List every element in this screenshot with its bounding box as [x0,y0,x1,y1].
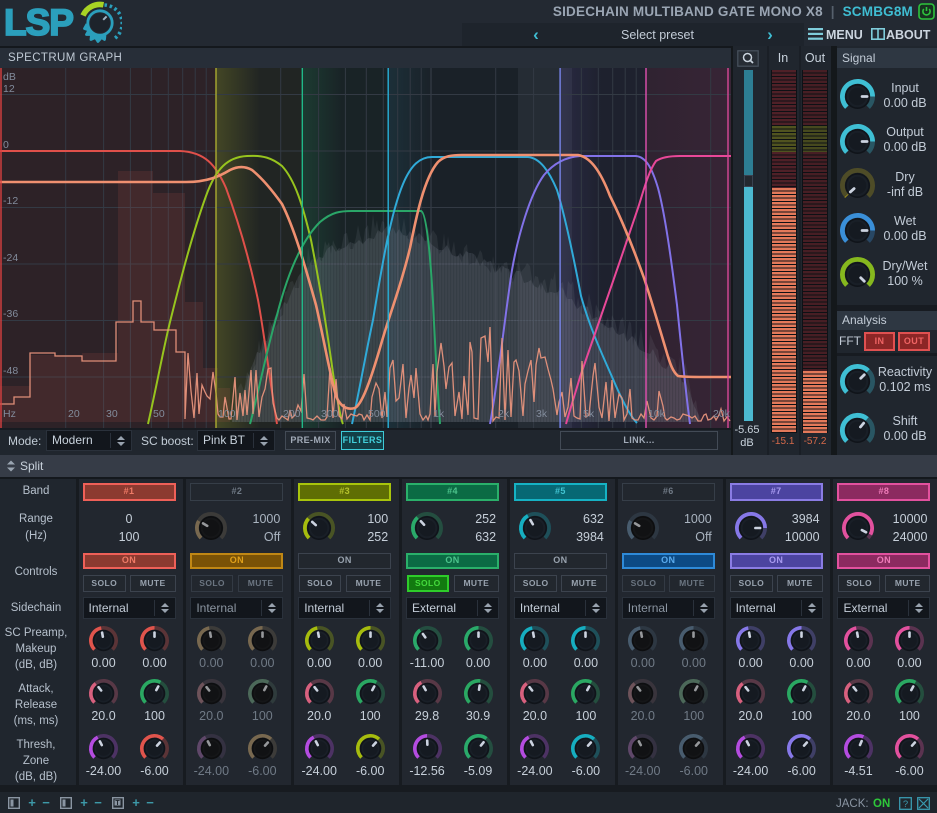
svg-text:2k: 2k [498,408,510,420]
svg-text:-36: -36 [3,308,18,320]
svg-text:300: 300 [321,408,339,420]
svg-text:20: 20 [68,408,80,420]
svg-text:-48: -48 [3,365,18,377]
svg-text:-12: -12 [3,195,18,207]
svg-text:200: 200 [283,408,301,420]
svg-text:T: T [115,800,120,807]
svg-text:0: 0 [3,139,9,151]
svg-text:1k: 1k [433,408,445,420]
svg-text:100: 100 [218,408,236,420]
svg-text:30: 30 [106,408,118,420]
svg-text:12: 12 [3,83,15,95]
svg-text:dB: dB [3,71,16,83]
svg-text:3k: 3k [536,408,548,420]
svg-text:500: 500 [368,408,386,420]
svg-text:5k: 5k [583,408,595,420]
svg-text:50: 50 [153,408,165,420]
svg-text:-24: -24 [3,252,18,264]
svg-text:20k: 20k [713,408,731,420]
svg-text:?: ? [903,799,908,810]
svg-text:10k: 10k [648,408,666,420]
svg-text:Hz: Hz [3,408,16,420]
